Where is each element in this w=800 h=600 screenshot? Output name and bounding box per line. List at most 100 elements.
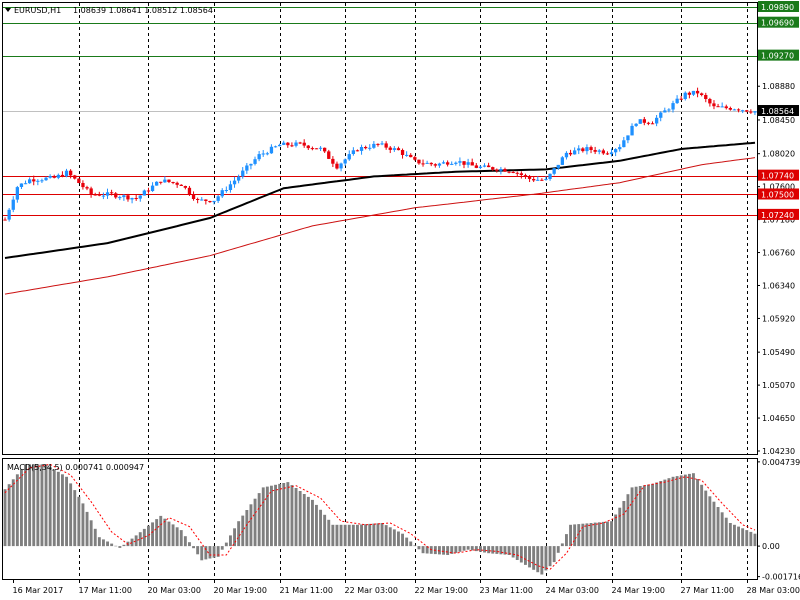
- candle-body: [597, 150, 601, 152]
- candle-body: [527, 176, 532, 179]
- macd-tick-label: 0.00: [762, 542, 780, 551]
- candle: [536, 176, 540, 181]
- macd-bar: [118, 546, 122, 548]
- ohlc-readout: 1.08639 1.08641 1.08512 1.08564: [73, 6, 213, 15]
- candle: [15, 185, 19, 203]
- macd-bar: [479, 546, 482, 552]
- menu-triangle-icon[interactable]: [5, 8, 11, 12]
- candle-body: [736, 109, 741, 111]
- macd-bar: [220, 546, 224, 550]
- candle-body: [327, 151, 331, 159]
- candle-body: [216, 196, 220, 201]
- candle-body: [400, 150, 405, 155]
- candle: [171, 181, 175, 185]
- candle: [163, 176, 167, 183]
- candle: [585, 144, 589, 155]
- candle-body: [142, 190, 146, 196]
- level-tag: [758, 16, 799, 28]
- macd-bar: [151, 522, 154, 547]
- candle: [396, 146, 401, 151]
- candle-body: [712, 103, 716, 107]
- macd-bar: [683, 474, 687, 547]
- candle-body: [638, 119, 642, 124]
- candle: [454, 161, 458, 166]
- candle-body: [237, 176, 241, 181]
- price-tick-label: 1.04650: [762, 414, 795, 423]
- candle-body: [77, 178, 81, 183]
- level-tag-label: 1.09890: [761, 3, 794, 12]
- macd-bar: [688, 473, 691, 547]
- macd-tick-label: 0.004739: [762, 458, 800, 467]
- candle: [93, 192, 97, 196]
- candle-body: [622, 140, 626, 148]
- candle: [667, 108, 671, 113]
- candle-body: [609, 152, 614, 155]
- candle: [146, 187, 151, 194]
- current-price-label: 1.08564: [761, 107, 794, 116]
- macd-bar: [745, 530, 749, 547]
- candle: [482, 163, 487, 168]
- candle-body: [368, 147, 372, 149]
- macd-bar: [28, 464, 32, 547]
- macd-bar: [487, 546, 491, 554]
- candle-body: [614, 149, 618, 153]
- candle-body: [560, 157, 564, 165]
- candle-body: [716, 106, 720, 108]
- candle: [282, 140, 286, 146]
- candle-body: [134, 198, 138, 199]
- candle-body: [573, 150, 577, 155]
- time-axis: 16 Mar 2017 17 Mar 11:00 20 Mar 03:00 20 Ma…: [13, 580, 800, 595]
- candle-body: [708, 99, 712, 104]
- candle-body: [548, 173, 552, 179]
- macd-bar: [569, 524, 572, 547]
- candle-body: [425, 162, 429, 164]
- candle: [134, 194, 138, 201]
- macd-bar: [634, 486, 638, 547]
- candle: [712, 100, 716, 110]
- candle: [130, 197, 134, 204]
- candle: [159, 181, 163, 185]
- candle-body: [245, 165, 249, 171]
- candle-body: [409, 154, 413, 158]
- macd-bar: [651, 483, 654, 547]
- candle: [655, 115, 659, 127]
- candle-body: [314, 148, 319, 150]
- candle: [388, 146, 392, 154]
- candle: [540, 178, 544, 181]
- candle: [204, 199, 208, 205]
- macd-bar: [323, 514, 327, 547]
- candle-body: [671, 103, 675, 110]
- macd-bar: [237, 521, 241, 547]
- price-tick-label: 1.04230: [762, 447, 795, 456]
- macd-label: MACD(5,34,5) 0.000741 0.000947: [7, 463, 144, 472]
- candle: [753, 110, 757, 115]
- macd-bar: [659, 481, 663, 547]
- macd-bar: [573, 524, 577, 547]
- macd-bar: [655, 482, 659, 547]
- macd-bar: [384, 525, 388, 547]
- macd-bar: [175, 527, 179, 547]
- macd-bar: [331, 524, 335, 547]
- candle-body: [44, 177, 48, 181]
- macd-bar: [511, 546, 515, 558]
- candle: [208, 200, 212, 203]
- time-tick-label: 21 Mar 11:00: [280, 586, 333, 595]
- macd-bar: [597, 522, 601, 547]
- candle-body: [691, 90, 696, 95]
- moving-average-ma_slow: [4, 157, 756, 295]
- candle-body: [384, 143, 388, 148]
- level-tag: [758, 208, 799, 220]
- candle-body: [359, 147, 364, 151]
- macd-bar: [212, 546, 216, 558]
- candle-body: [704, 95, 708, 99]
- candle: [327, 149, 331, 160]
- candle: [544, 176, 548, 181]
- candle-body: [454, 162, 458, 164]
- candle: [323, 147, 327, 154]
- candle: [577, 145, 581, 155]
- candle-body: [269, 146, 274, 154]
- macd-bar: [667, 478, 671, 547]
- macd-bar: [253, 498, 257, 547]
- candle-body: [204, 199, 208, 201]
- candle: [224, 186, 228, 193]
